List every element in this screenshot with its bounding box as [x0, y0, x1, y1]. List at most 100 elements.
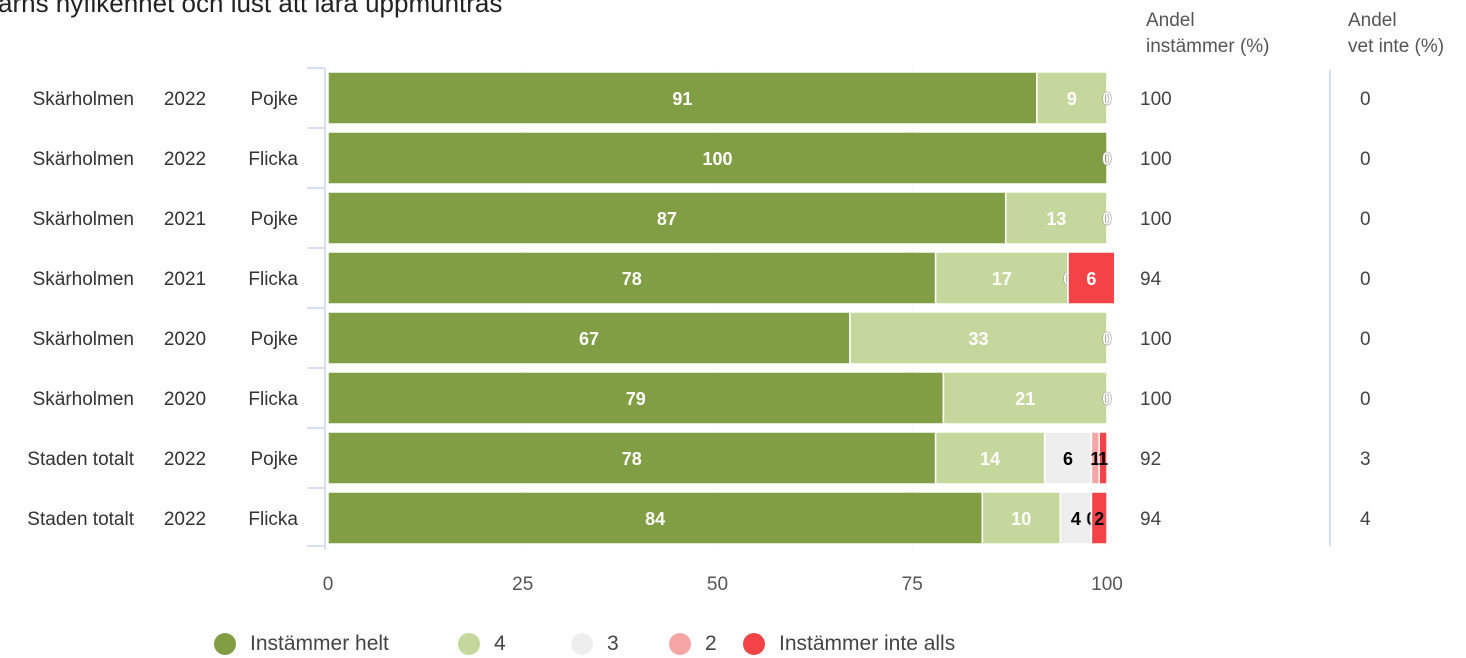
chart-legend: Instämmer helt 4 3 2 Instämmer inte alls [0, 632, 1466, 658]
legend-dot-icon [571, 633, 593, 655]
legend-item[interactable]: Instämmer inte alls [743, 632, 955, 656]
bar-segment [1004, 191, 1108, 245]
row-label-gender: Flicka [248, 269, 298, 290]
row-label-year: 2022 [164, 449, 206, 470]
agree-pct-value: 92 [1140, 449, 1161, 470]
unknown-pct-value: 0 [1360, 329, 1371, 350]
row-label-gender: Pojke [250, 449, 298, 470]
row-label-school: Skärholmen [33, 149, 134, 170]
agree-pct-value: 94 [1140, 509, 1162, 530]
unknown-pct-value: 4 [1360, 509, 1371, 530]
unknown-pct-value: 0 [1360, 269, 1371, 290]
legend-dot-icon [458, 633, 480, 655]
data-label: 6 [1063, 449, 1073, 469]
unknown-pct-value: 0 [1360, 89, 1371, 110]
data-label: 14 [980, 449, 1000, 469]
row-label-year: 2022 [164, 89, 206, 110]
data-label: 67 [579, 329, 599, 349]
data-label: 0 [1102, 209, 1112, 229]
row-label-school: Skärholmen [33, 329, 134, 350]
unknown-pct-value: 0 [1360, 149, 1371, 170]
row-label-school: Staden totalt [27, 449, 134, 470]
data-label: 100 [702, 149, 732, 169]
agree-pct-value: 100 [1140, 89, 1172, 110]
bar-segment [327, 491, 984, 545]
row-label-school: Staden totalt [27, 509, 134, 530]
bar-segment [1067, 251, 1116, 305]
data-label: 17 [992, 269, 1012, 289]
row-label-gender: Pojke [250, 209, 298, 230]
row-label-year: 2021 [164, 269, 206, 290]
legend-label: Instämmer helt [250, 632, 389, 655]
data-label: 91 [672, 89, 692, 109]
data-label: 21 [1015, 389, 1035, 409]
bar-segment [1043, 431, 1093, 485]
row-label-school: Skärholmen [33, 209, 134, 230]
legend-label: 4 [494, 632, 506, 655]
data-label: 10 [1011, 509, 1031, 529]
data-label: 6 [1086, 269, 1096, 289]
legend-item[interactable]: 2 [669, 632, 717, 656]
data-label: 78 [622, 449, 642, 469]
row-label-school: Skärholmen [33, 89, 134, 110]
data-label: 1 [1098, 449, 1108, 469]
data-label: 4 [1071, 509, 1081, 529]
legend-item[interactable]: Instämmer helt [214, 632, 389, 656]
bar-segment [1059, 491, 1093, 545]
chart-title: ärns nyfikenhet och lust att lära uppmun… [0, 0, 503, 18]
data-label: 2 [1094, 509, 1104, 529]
row-label-year: 2020 [164, 329, 206, 350]
bar-segment [327, 131, 1108, 185]
row-label-year: 2022 [164, 509, 206, 530]
data-label: 87 [657, 209, 677, 229]
data-label: 9 [1067, 89, 1077, 109]
data-label: 0 [1102, 329, 1112, 349]
legend-label: 2 [705, 632, 717, 655]
legend-label: Instämmer inte alls [779, 632, 956, 655]
data-label: 1 [1090, 449, 1100, 469]
row-label-year: 2020 [164, 389, 206, 410]
row-label-school: Skärholmen [33, 269, 134, 290]
legend-item[interactable]: 3 [571, 632, 619, 656]
row-label-gender: Pojke [250, 89, 298, 110]
legend-dot-icon [214, 633, 236, 655]
legend-item[interactable]: 4 [458, 632, 506, 656]
data-label: 0 [1102, 89, 1112, 109]
data-label: 78 [622, 269, 642, 289]
data-label: 0 [1102, 389, 1112, 409]
x-tick-label: 50 [707, 574, 728, 595]
bar-segment [327, 71, 1038, 125]
legend-label: 3 [607, 632, 619, 655]
row-label-year: 2022 [164, 149, 206, 170]
row-label-gender: Flicka [248, 389, 298, 410]
x-tick-label: 100 [1091, 574, 1123, 595]
bar-segment [327, 371, 945, 425]
bar-segment [934, 431, 1046, 485]
data-label: 0 [1102, 149, 1112, 169]
data-label: 13 [1046, 209, 1066, 229]
agree-pct-value: 100 [1140, 209, 1172, 230]
legend-dot-icon [669, 633, 691, 655]
agree-pct-value: 100 [1140, 389, 1172, 410]
x-tick-label: 0 [323, 574, 334, 595]
data-label: 84 [645, 509, 665, 529]
bar-segment [327, 191, 1007, 245]
unknown-pct-value: 0 [1360, 209, 1371, 230]
bar-segment [1098, 431, 1108, 485]
x-tick-label: 25 [512, 574, 533, 595]
stacked-bar-chart: Skärholmen 2022 Pojke Skärholmen 2022 Flicka S… [27, 67, 1371, 595]
data-label: 33 [968, 329, 988, 349]
row-label-school: Skärholmen [33, 389, 134, 410]
agree-column-header: Andel instämmer (%) [1146, 10, 1270, 57]
bar-segment [327, 251, 937, 305]
bar-segment [849, 311, 1108, 365]
agree-pct-value: 100 [1140, 149, 1172, 170]
row-label-gender: Pojke [250, 329, 298, 350]
data-label: 79 [626, 389, 646, 409]
agree-pct-value: 94 [1140, 269, 1162, 290]
x-tick-label: 75 [902, 574, 923, 595]
row-label-year: 2021 [164, 209, 206, 230]
row-label-gender: Flicka [248, 149, 298, 170]
bar-segment [1036, 71, 1108, 125]
legend-dot-icon [743, 633, 765, 655]
